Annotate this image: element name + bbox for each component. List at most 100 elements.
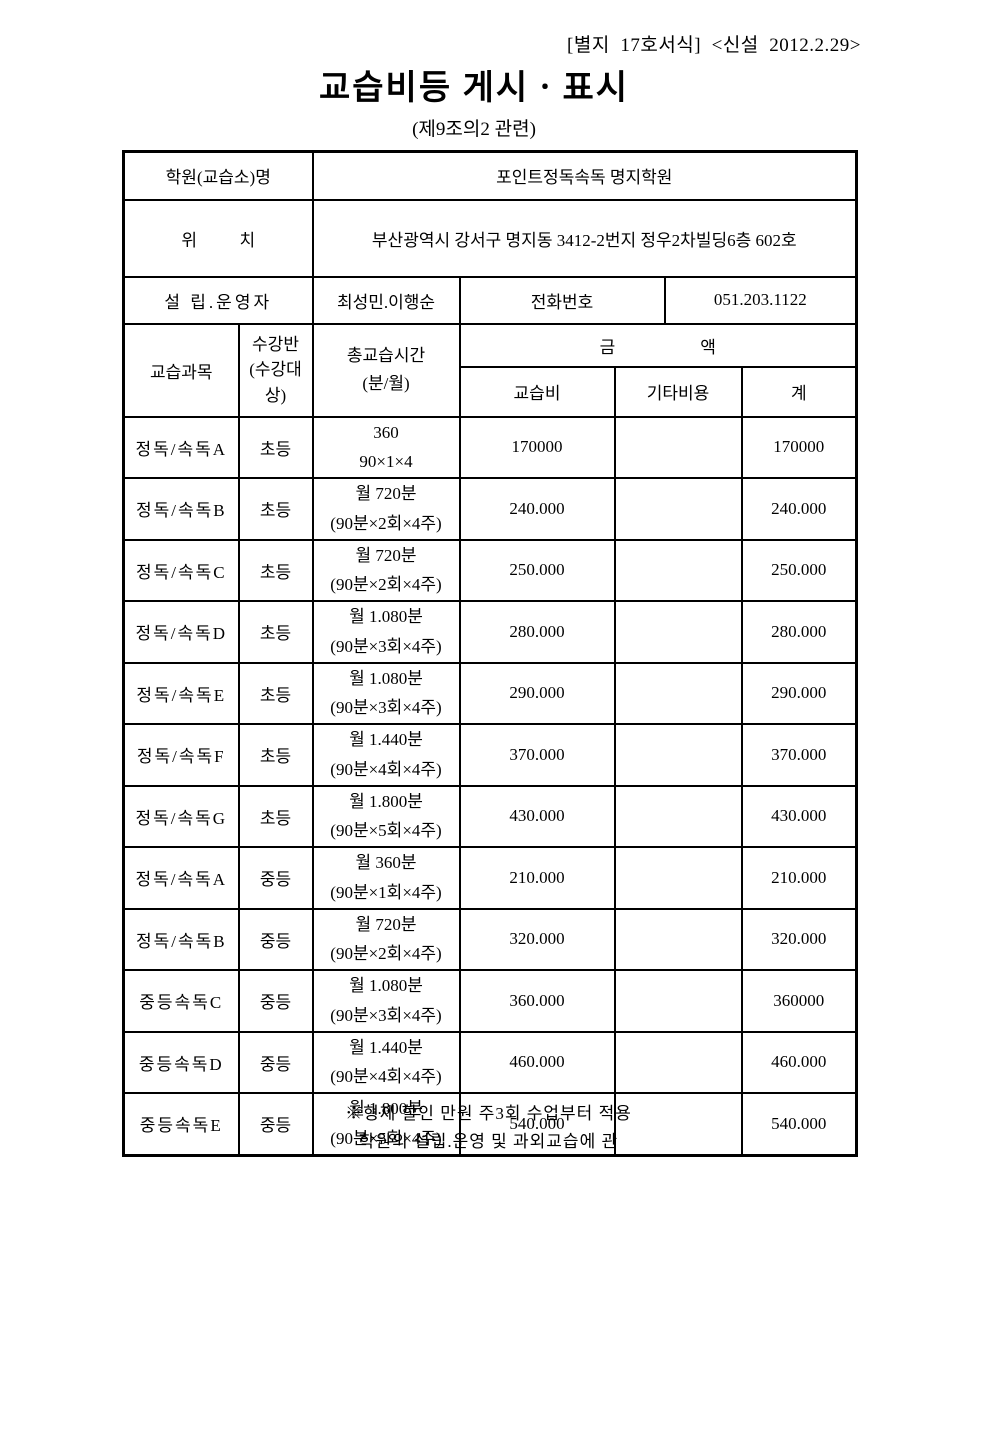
other-cost-cell bbox=[613, 1030, 743, 1094]
time-line1: 월 360분 bbox=[355, 853, 417, 872]
total-cell: 320.000 bbox=[740, 907, 858, 971]
footnote-line1: ※형제 할인 만원 주3회 수업부터 적용 bbox=[345, 1104, 632, 1123]
phone-label: 전화번호 bbox=[458, 275, 666, 325]
total-cell: 210.000 bbox=[740, 846, 858, 910]
time-line1: 월 1.080분 bbox=[349, 668, 423, 688]
time-line1: 월 720분 bbox=[355, 484, 417, 503]
time-line1: 월 1.080분 bbox=[349, 607, 423, 626]
tuition-cell: 370.000 bbox=[458, 723, 616, 787]
subject-cell: 정독/속독F bbox=[122, 723, 240, 787]
fee-row: 정독/속독A 중등 월 360분 (90분×1회×4주) 210.000 210.000 bbox=[122, 846, 858, 910]
tuition-cell: 170000 bbox=[458, 415, 616, 479]
location-label: 위 치 bbox=[122, 198, 314, 278]
tuition-cell: 320.000 bbox=[458, 907, 616, 971]
time-line2: (90분×4회×4주) bbox=[330, 1067, 442, 1087]
total-cell: 460.000 bbox=[740, 1030, 858, 1094]
header-total-time-line2: (분/월) bbox=[362, 374, 410, 393]
page-title: 교습비등 게시ㆍ표시 bbox=[318, 70, 630, 107]
time-cell: 월 1.080분 (90분×3회×4주) bbox=[311, 600, 461, 664]
grade-cell: 초등 bbox=[237, 415, 314, 479]
header-total-time: 총교습시간 (분/월) bbox=[311, 322, 461, 418]
footnote-line2: 학원의 설립.운영 및 과외교습에 관 bbox=[358, 1132, 619, 1151]
grade-cell: 중등 bbox=[237, 846, 314, 910]
other-cost-cell bbox=[613, 538, 743, 602]
fee-row: 정독/속독B 초등 월 720분 (90분×2회×4주) 240.000 240.000 bbox=[122, 477, 858, 541]
time-line2: (90분×3회×4주) bbox=[330, 1005, 442, 1025]
subject-cell: 정독/속독A bbox=[122, 415, 240, 479]
fee-row: 정독/속독A 초등 360 90×1×4 170000 170000 bbox=[122, 415, 858, 479]
tuition-cell: 210.000 bbox=[458, 846, 616, 910]
location-row: 위 치 부산광역시 강서구 명지동 3412-2번지 정우2차빌딩6층 602호 bbox=[122, 198, 858, 278]
subject-cell: 정독/속독A bbox=[122, 846, 240, 910]
time-cell: 월 720분 (90분×2회×4주) bbox=[311, 538, 461, 602]
time-cell: 360 90×1×4 bbox=[311, 415, 461, 479]
time-cell: 월 1.800분 (90분×5회×4주) bbox=[311, 784, 461, 848]
time-cell: 월 1.800분 (90분×5회×4주) bbox=[311, 1092, 461, 1156]
subject-cell: 중등속독E bbox=[122, 1092, 240, 1156]
other-cost-cell bbox=[613, 477, 743, 541]
tuition-cell: 240.000 bbox=[458, 477, 616, 541]
time-cell: 월 1.080분 (90분×3회×4주) bbox=[311, 969, 461, 1033]
header-total-time-line1: 총교습시간 bbox=[346, 345, 426, 365]
location-value: 부산광역시 강서구 명지동 3412-2번지 정우2차빌딩6층 602호 bbox=[311, 198, 858, 278]
other-cost-cell bbox=[613, 661, 743, 725]
header-amount: 금 액 bbox=[458, 322, 858, 368]
time-line2: (90분×2회×4주) bbox=[330, 575, 442, 595]
time-cell: 월 720분 (90분×2회×4주) bbox=[311, 477, 461, 541]
time-line2: (90분×4회×4주) bbox=[330, 759, 442, 779]
header-subject: 교습과목 bbox=[122, 322, 240, 418]
fee-row: 정독/속독G 초등 월 1.800분 (90분×5회×4주) 430.000 430.00… bbox=[122, 784, 858, 848]
other-cost-cell bbox=[613, 969, 743, 1033]
academy-name-row: 학원(교습소)명 포인트정독속독 명지학원 bbox=[122, 150, 858, 201]
subject-cell: 중등속독C bbox=[122, 969, 240, 1033]
time-line2: (90분×3회×4주) bbox=[330, 698, 442, 718]
header-tuition: 교습비 bbox=[458, 365, 616, 418]
other-cost-cell bbox=[613, 846, 743, 910]
tuition-cell: 360.000 bbox=[458, 969, 616, 1033]
total-cell: 360000 bbox=[740, 969, 858, 1033]
tuition-cell: 280.000 bbox=[458, 600, 616, 664]
page-subtitle: (제9조의2 관련) bbox=[412, 119, 536, 140]
time-line2: (90분×3회×4주) bbox=[330, 636, 442, 656]
time-line1: 월 1.080분 bbox=[349, 976, 423, 995]
grade-cell: 초등 bbox=[237, 723, 314, 787]
subject-cell: 정독/속독B bbox=[122, 477, 240, 541]
other-cost-cell bbox=[613, 907, 743, 971]
tuition-cell: 290.000 bbox=[458, 661, 616, 725]
grade-cell: 중등 bbox=[237, 1092, 314, 1156]
founder-label: 설 립.운영자 bbox=[122, 275, 314, 325]
other-cost-cell bbox=[613, 600, 743, 664]
subject-cell: 정독/속독G bbox=[122, 784, 240, 848]
grade-cell: 중등 bbox=[237, 907, 314, 971]
form-reference: [별지 17호서식] <신설 2012.2.29> bbox=[567, 35, 861, 56]
fee-header-row-1: 교습과목 수강반 (수강대상) 총교습시간 (분/월) 금 액 bbox=[122, 322, 858, 418]
time-line1: 월 1.440분 bbox=[349, 1037, 423, 1057]
total-cell: 540.000 bbox=[740, 1092, 858, 1156]
footnote: ※형제 할인 만원 주3회 수업부터 적용 학원의 설립.운영 및 과외교습에 … bbox=[122, 1100, 855, 1156]
header-other-cost: 기타비용 bbox=[613, 365, 743, 418]
total-cell: 370.000 bbox=[740, 723, 858, 787]
time-line1: 월 720분 bbox=[355, 914, 417, 934]
grade-cell: 초등 bbox=[237, 477, 314, 541]
fee-row: 정독/속독F 초등 월 1.440분 (90분×4회×4주) 370.000 370.00… bbox=[122, 723, 858, 787]
time-line1: 월 1.800분 bbox=[349, 1099, 423, 1118]
time-line1: 360 bbox=[373, 422, 399, 442]
grade-cell: 초등 bbox=[237, 661, 314, 725]
tuition-cell: 430.000 bbox=[458, 784, 616, 848]
total-cell: 170000 bbox=[740, 415, 858, 479]
academy-name-value: 포인트정독속독 명지학원 bbox=[311, 150, 858, 201]
time-line1: 월 1.440분 bbox=[349, 730, 423, 749]
time-line2: (90분×2회×4주) bbox=[330, 513, 442, 533]
other-cost-cell bbox=[613, 723, 743, 787]
header-total: 계 bbox=[740, 365, 858, 418]
fee-header-row-2: 교습비 기타비용 계 bbox=[124, 365, 858, 418]
time-line2: (90분×1회×4주) bbox=[330, 882, 442, 902]
tuition-cell: 460.000 bbox=[458, 1030, 616, 1094]
time-cell: 월 1.080분 (90분×3회×4주) bbox=[311, 661, 461, 725]
time-line1: 월 720분 bbox=[355, 545, 417, 565]
time-cell: 월 360분 (90분×1회×4주) bbox=[311, 846, 461, 910]
fee-row: 중등속독E 중등 월 1.800분 (90분×5회×4주) 540.000 540.000 bbox=[122, 1092, 858, 1156]
subject-cell: 정독/속독D bbox=[122, 600, 240, 664]
grade-cell: 초등 bbox=[237, 600, 314, 664]
